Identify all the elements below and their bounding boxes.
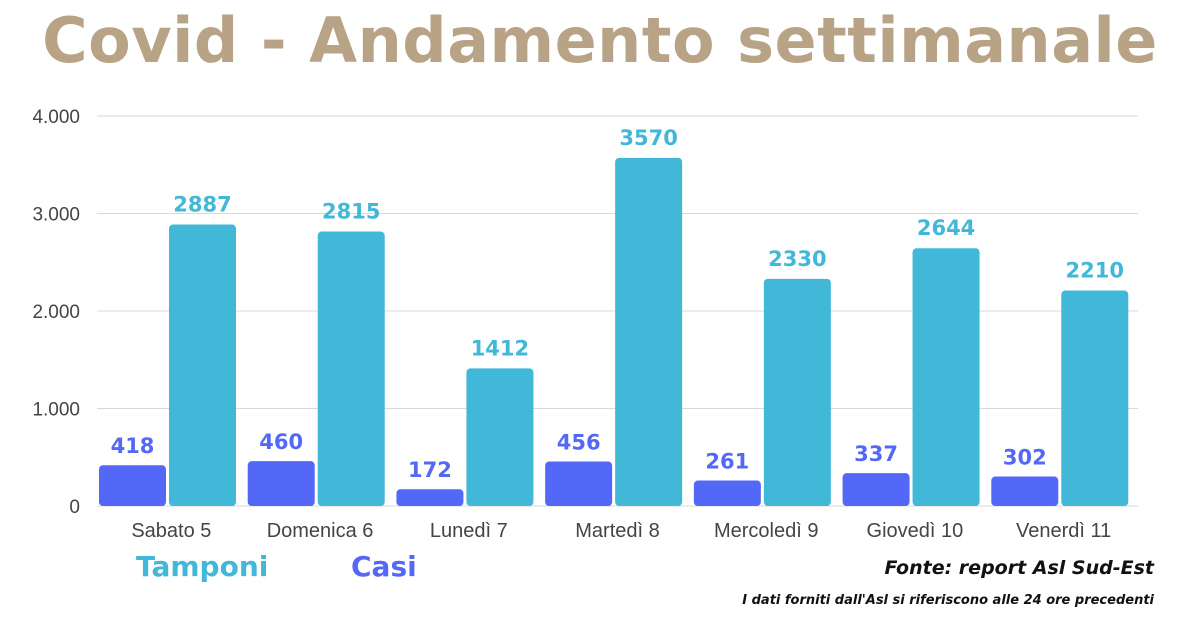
bar-casi <box>545 461 613 506</box>
legend-tamponi: Tamponi <box>136 550 269 583</box>
y-tick-label: 0 <box>69 497 80 518</box>
data-label-casi: 418 <box>111 434 155 458</box>
data-label-tamponi: 2330 <box>768 247 826 271</box>
data-label-casi: 456 <box>557 431 601 455</box>
data-label-tamponi: 2644 <box>917 216 975 240</box>
x-tick-label: Venerdì 11 <box>1016 520 1111 542</box>
x-tick-label: Martedì 8 <box>575 520 659 542</box>
bar-casi <box>991 476 1059 506</box>
x-tick-label: Domenica 6 <box>267 520 374 542</box>
bar-tamponi <box>169 224 236 506</box>
data-label-casi: 172 <box>408 458 452 482</box>
y-tick-label: 1.000 <box>32 400 80 421</box>
bar-casi <box>396 489 464 506</box>
data-label-tamponi: 2815 <box>322 200 380 224</box>
y-tick-label: 4.000 <box>32 107 80 128</box>
chart-title: Covid - Andamento settimanale <box>42 4 1158 77</box>
bar-tamponi <box>466 368 534 506</box>
data-label-tamponi: 3570 <box>619 126 677 150</box>
bar-tamponi <box>912 248 980 506</box>
bar-casi <box>842 473 910 506</box>
data-label-casi: 460 <box>259 430 303 454</box>
bar-casi <box>99 465 166 506</box>
footnote-text: I dati forniti dall'Asl si riferiscono a… <box>742 593 1154 608</box>
data-label-tamponi: 1412 <box>471 336 529 360</box>
bar-tamponi <box>317 231 385 506</box>
bar-casi <box>693 480 761 506</box>
bar-tamponi <box>615 157 683 507</box>
source-text: Fonte: report Asl Sud-Est <box>884 557 1154 579</box>
data-label-tamponi: 2210 <box>1066 259 1124 283</box>
bar-casi <box>247 461 315 506</box>
data-label-tamponi: 2887 <box>173 193 231 217</box>
bar-tamponi <box>763 278 831 506</box>
x-tick-label: Giovedì 10 <box>867 520 964 542</box>
bar-tamponi <box>1061 290 1129 506</box>
x-tick-label: Sabato 5 <box>131 520 211 542</box>
data-label-casi: 261 <box>705 450 749 474</box>
y-tick-label: 3.000 <box>32 205 80 226</box>
x-tick-label: Mercoledì 9 <box>714 520 819 542</box>
data-label-casi: 302 <box>1003 446 1047 470</box>
x-tick-label: Lunedì 7 <box>430 520 508 542</box>
data-label-casi: 337 <box>854 442 898 466</box>
y-tick-label: 2.000 <box>32 302 80 323</box>
legend-casi: Casi <box>351 550 417 583</box>
